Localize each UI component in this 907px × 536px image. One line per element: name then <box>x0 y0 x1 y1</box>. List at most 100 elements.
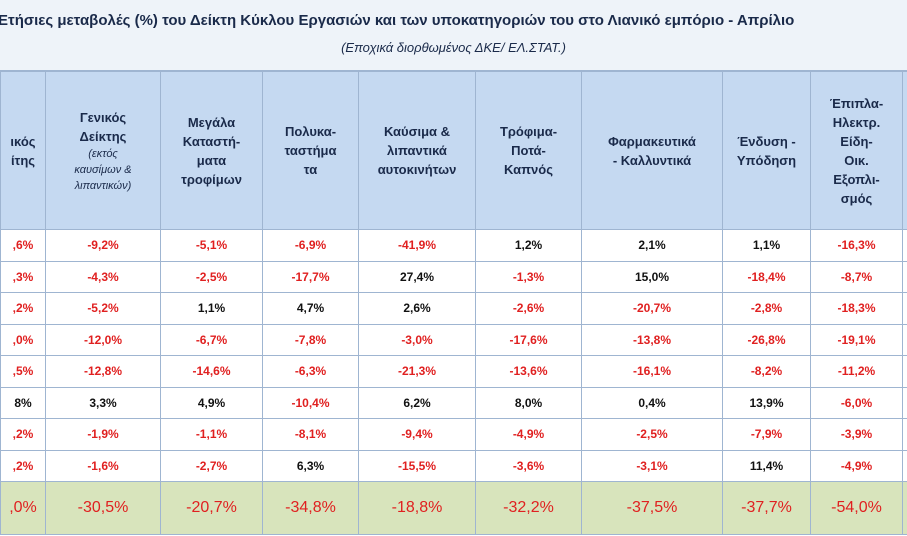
cell: 4,9% <box>160 386 263 419</box>
header-line: Φαρμακευτικά <box>608 133 696 149</box>
cell: 27,4% <box>358 260 476 293</box>
cropped-cell <box>902 323 907 356</box>
cell: ,5% <box>0 355 46 388</box>
title: Ετήσιες μεταβολές (%) του Δείκτη Κύκλου … <box>0 12 795 29</box>
header-line: σμός <box>840 190 873 206</box>
header-line: λιπαντικά <box>387 143 447 158</box>
cell: -9,4% <box>358 418 476 451</box>
header-note: λιπαντικών) <box>74 179 132 192</box>
column-header: Πολυκα-ταστήμα τα <box>262 71 359 230</box>
cell: 1,2% <box>475 229 582 262</box>
subtitle: (Εποχικά διορθωμένος ΔΚΕ/ ΕΛ.ΣΤΑΤ.) <box>341 40 566 55</box>
column-header: Γενικός Δείκτης (εκτός καυσίμων & λιπαντικών… <box>45 71 161 230</box>
cell: -8,1% <box>262 418 359 451</box>
header-line: ικός <box>10 133 36 149</box>
cell: -10,4% <box>262 386 359 419</box>
cell: -21,3% <box>358 355 476 388</box>
cell: -14,6% <box>160 355 263 388</box>
cell: -1,3% <box>475 260 582 293</box>
data-row: 8% 3,3% 4,9% -10,4% 6,2% 8,0% 0,4% 13,9% -6,0% <box>0 386 907 419</box>
cell: 0,4% <box>581 386 723 419</box>
title-area: Ετήσιες μεταβολές (%) του Δείκτη Κύκλου … <box>0 0 907 71</box>
cell: -17,7% <box>262 260 359 293</box>
cell: 6,3% <box>262 449 359 482</box>
header-line: Καταστή- <box>182 133 241 149</box>
header-line: Εξοπλι- <box>833 171 880 187</box>
cell: -12,8% <box>45 355 161 388</box>
total-cell: -32,2% <box>475 481 582 535</box>
cell: -2,8% <box>722 292 811 325</box>
cell: -4,9% <box>810 449 903 482</box>
cell: -9,2% <box>45 229 161 262</box>
data-row: ,0% -12,0% -6,7% -7,8% -3,0% -17,6% -13,8% -26,… <box>0 323 907 356</box>
cell: ,2% <box>0 449 46 482</box>
cell: -4,9% <box>475 418 582 451</box>
header-line: - Καλλυντικά <box>612 152 692 168</box>
cell: 2,6% <box>358 292 476 325</box>
data-row: ,2% -5,2% 1,1% 4,7% 2,6% -2,6% -20,7% -2,8% -18,… <box>0 292 907 325</box>
data-row: ,6% -9,2% -5,1% -6,9% -41,9% 1,2% 2,1% 1,1% -16,… <box>0 229 907 262</box>
header-line: Υπόδηση <box>736 152 797 168</box>
cropped-cell <box>902 229 907 262</box>
header-row: ικός ίτης Γενικός Δείκτης (εκτός καυσίμων & λι… <box>0 71 907 230</box>
header-line: Μεγάλα <box>187 114 236 130</box>
cell: -18,4% <box>722 260 811 293</box>
cell: 1,1% <box>722 229 811 262</box>
data-row: ,3% -4,3% -2,5% -17,7% 27,4% -1,3% 15,0% -18,4%… <box>0 260 907 293</box>
cell: ,6% <box>0 229 46 262</box>
cell: -2,5% <box>160 260 263 293</box>
total-cell: ,0% <box>0 481 46 535</box>
cell: -3,6% <box>475 449 582 482</box>
header-line: ίτης <box>10 152 36 168</box>
cell: 13,9% <box>722 386 811 419</box>
cell: -5,2% <box>45 292 161 325</box>
cell: -26,8% <box>722 323 811 356</box>
cropped-cell <box>902 481 907 535</box>
cropped-cell <box>902 449 907 482</box>
header-line: Έπιπλα- <box>829 95 884 111</box>
column-header: Καύσιμα & λιπαντικά αυτοκινήτων <box>358 71 476 230</box>
column-header: Ένδυση - Υπόδηση <box>722 71 811 230</box>
header-line: Τρόφιμα- <box>499 124 558 139</box>
cell: -6,3% <box>262 355 359 388</box>
cell: 8% <box>0 386 46 419</box>
cell: -3,1% <box>581 449 723 482</box>
header-line: Είδη- <box>840 133 873 149</box>
cell: -20,7% <box>581 292 723 325</box>
cell: -6,9% <box>262 229 359 262</box>
cell: 4,7% <box>262 292 359 325</box>
cell: 6,2% <box>358 386 476 419</box>
cell: -2,6% <box>475 292 582 325</box>
cropped-cell <box>902 418 907 451</box>
cell: 1,1% <box>160 292 263 325</box>
cell: 15,0% <box>581 260 723 293</box>
cell: -17,6% <box>475 323 582 356</box>
cell: -7,8% <box>262 323 359 356</box>
header-line: ταστήμα <box>284 143 337 158</box>
column-header: Έπιπλα- Ηλεκτρ. Είδη- Οικ. Εξοπλι-σμός <box>810 71 903 230</box>
cell: -1,9% <box>45 418 161 451</box>
cell: 2,1% <box>581 229 723 262</box>
cell: -16,3% <box>810 229 903 262</box>
cell: 11,4% <box>722 449 811 482</box>
header-line: Ποτά- <box>511 143 546 158</box>
header-line: Πολυκα- <box>284 124 337 139</box>
header-note: καυσίμων & <box>74 163 132 176</box>
cell: -2,7% <box>160 449 263 482</box>
cell: 8,0% <box>475 386 582 419</box>
cell: -41,9% <box>358 229 476 262</box>
cell: -11,2% <box>810 355 903 388</box>
total-cell: -18,8% <box>358 481 476 535</box>
table: ικός ίτης Γενικός Δείκτης (εκτός καυσίμων & λι… <box>0 71 907 535</box>
data-row: ,5% -12,8% -14,6% -6,3% -21,3% -13,6% -16,1% -8… <box>0 355 907 388</box>
column-header: ικός ίτης <box>0 71 46 230</box>
cropped-cell <box>902 260 907 293</box>
total-row: ,0% -30,5% -20,7% -34,8% -18,8% -32,2% -37,5% -… <box>0 481 907 535</box>
cell: -19,1% <box>810 323 903 356</box>
cell: 3,3% <box>45 386 161 419</box>
cell: -4,3% <box>45 260 161 293</box>
total-cell: -34,8% <box>262 481 359 535</box>
cell: -3,0% <box>358 323 476 356</box>
total-cell: -54,0% <box>810 481 903 535</box>
